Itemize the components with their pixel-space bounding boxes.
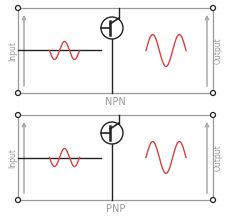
Circle shape [101, 122, 123, 144]
Text: Output: Output [213, 144, 222, 171]
Circle shape [101, 17, 123, 39]
Circle shape [15, 198, 21, 203]
Bar [18, 8, 213, 93]
Circle shape [15, 90, 21, 95]
Text: Output: Output [213, 37, 222, 64]
Circle shape [210, 5, 216, 10]
Circle shape [15, 112, 21, 118]
Circle shape [15, 5, 21, 10]
Bar [18, 115, 213, 200]
Text: PNP: PNP [106, 204, 125, 214]
Circle shape [210, 112, 216, 118]
Text: NPN: NPN [105, 97, 126, 107]
Circle shape [210, 198, 216, 203]
Text: Input: Input [9, 148, 18, 167]
Circle shape [210, 90, 216, 95]
Text: Input: Input [9, 41, 18, 61]
